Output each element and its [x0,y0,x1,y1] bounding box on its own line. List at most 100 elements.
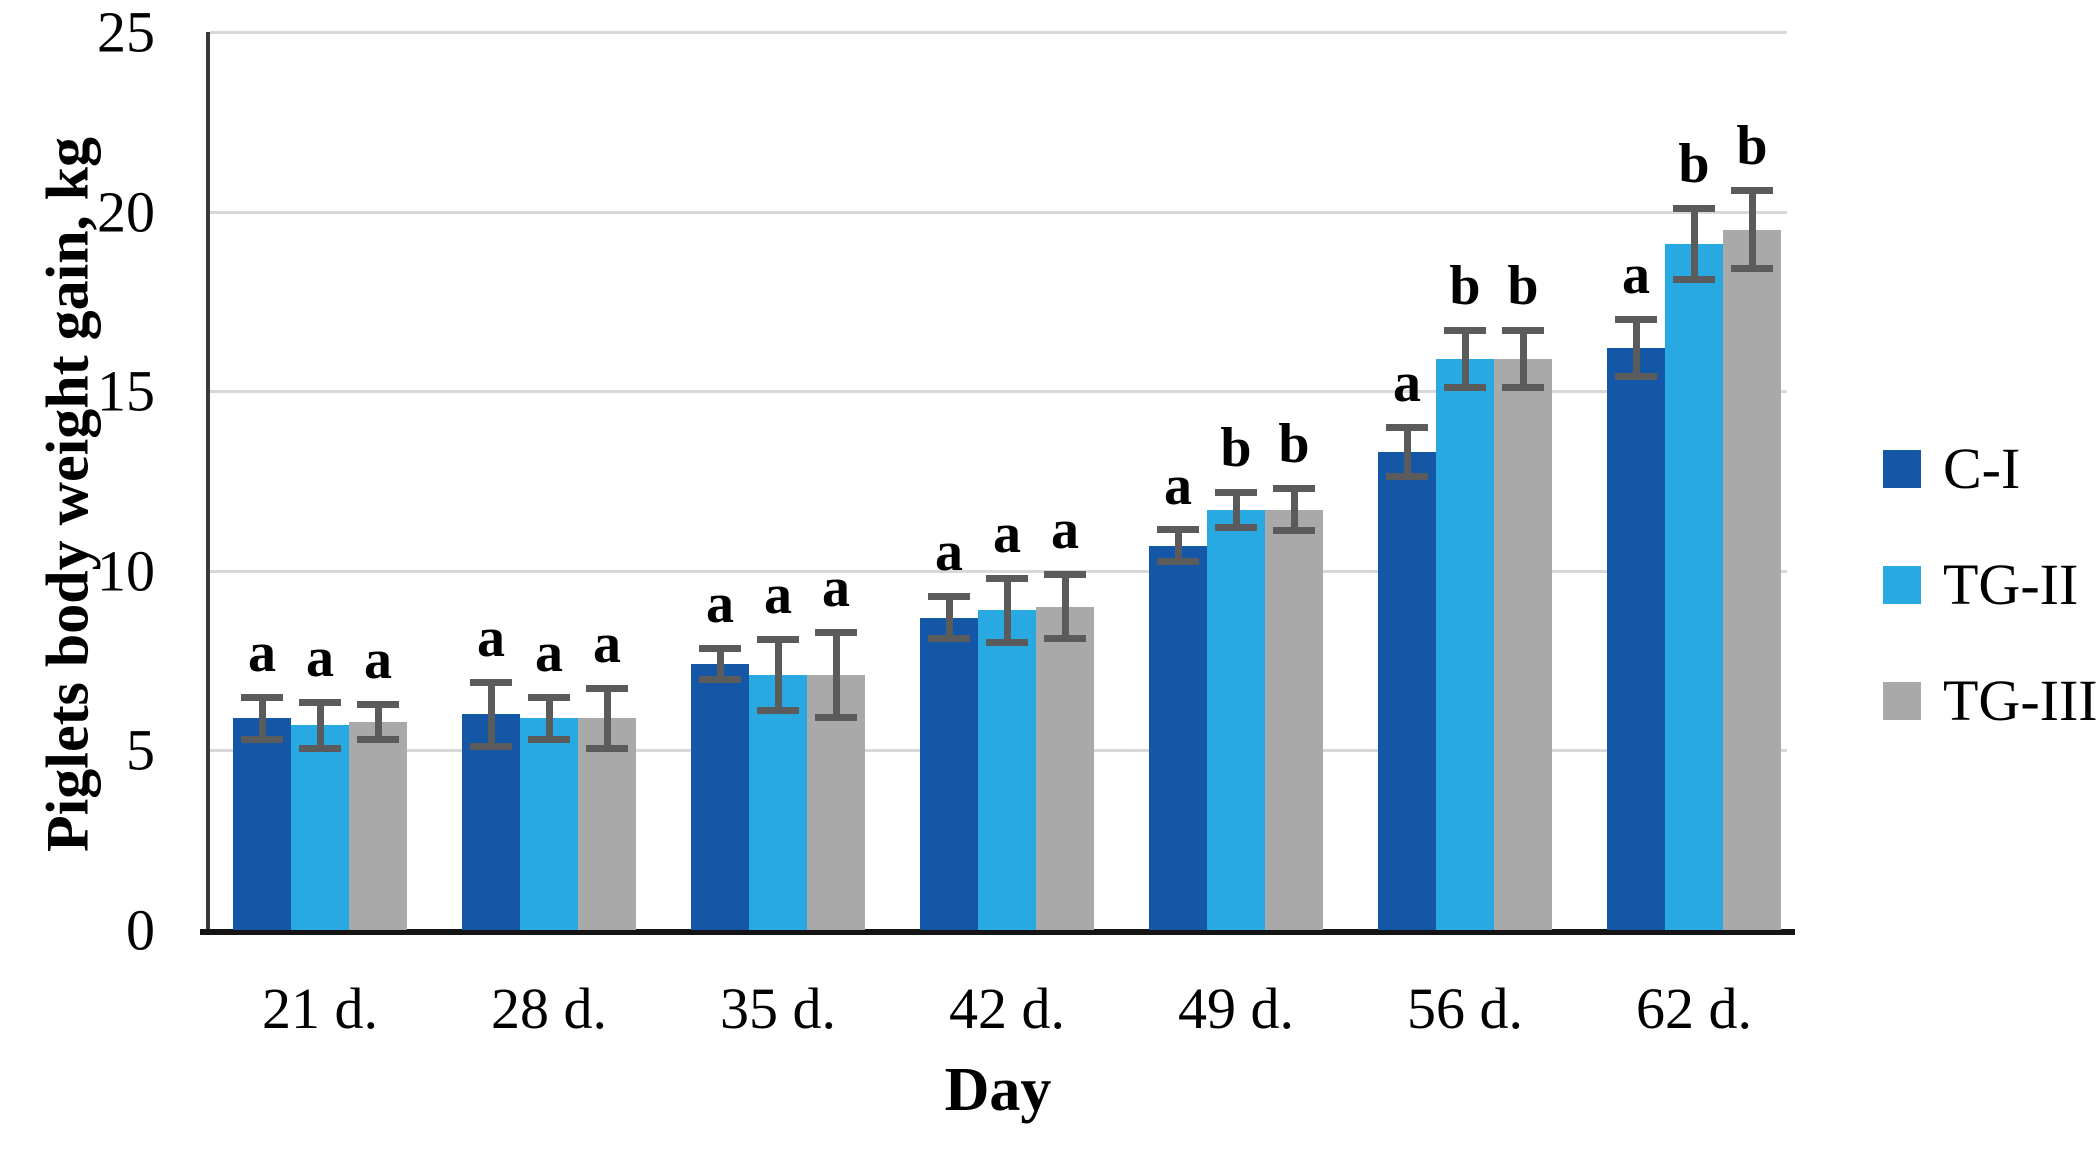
error-bar [258,696,266,740]
error-bar [1003,577,1011,643]
error-bar-cap-top [1386,424,1428,432]
error-bar [1061,574,1069,640]
error-bar-cap-bottom [815,714,857,722]
bar-TG-II-35 d. [749,674,807,930]
error-bar-cap-top [815,628,857,636]
significance-letter: a [535,621,563,684]
error-bar-cap-top [586,684,628,692]
error-bar-cap-bottom [357,735,399,743]
legend-entry-C-I: C-I [1883,436,2098,501]
error-bar [374,703,382,740]
error-bar-cap-top [928,592,970,600]
significance-letter: a [1164,454,1192,517]
x-axis-line [200,929,1795,935]
error-bar-cap-top [1731,187,1773,195]
error-bar-cap-top [1157,526,1199,534]
significance-letter: a [935,520,963,583]
error-bar [487,682,495,747]
bar-TG-III-62 d. [1723,229,1781,930]
significance-letter: a [993,502,1021,565]
legend-label: TG-III [1943,668,2098,733]
error-bar-cap-top [1044,571,1086,579]
legend-swatch-TG-III [1883,682,1921,720]
legend-entry-TG-III: TG-III [1883,668,2098,733]
significance-letter: a [248,621,276,684]
error-bar [716,648,724,681]
significance-letter: a [764,564,792,627]
error-bar [1690,208,1698,280]
x-tick-label: 62 d. [1636,976,1752,1041]
error-bar-cap-top [241,693,283,701]
error-bar-cap-top [986,574,1028,582]
error-bar [1748,190,1756,270]
error-bar-cap-top [757,636,799,644]
error-bar [316,701,324,749]
significance-letter: a [1393,352,1421,415]
error-bar-cap-bottom [528,735,570,743]
error-bar-cap-bottom [1273,527,1315,535]
error-bar [1232,491,1240,528]
y-axis-line [206,32,210,935]
error-bar [832,631,840,719]
gridline-25 [210,31,1787,34]
gridline-15 [210,390,1787,394]
bar-C-I-42 d. [920,617,978,930]
error-bar-cap-top [1444,327,1486,335]
x-tick-label: 49 d. [1178,976,1294,1041]
error-bar [1174,529,1182,562]
x-axis-title: Day [944,1056,1052,1124]
legend-entry-TG-II: TG-II [1883,556,2098,614]
error-bar-cap-top [699,645,741,653]
bar-C-I-49 d. [1149,545,1207,930]
significance-letter: b [1736,115,1768,178]
bar-TG-II-56 d. [1436,358,1494,930]
error-bar-cap-bottom [586,744,628,752]
significance-letter: a [364,628,392,691]
error-bar-cap-bottom [928,635,970,643]
y-tick-label-20: 20 [97,179,155,245]
error-bar-cap-top [1615,316,1657,324]
error-bar [545,696,553,740]
y-tick-label-5: 5 [126,717,155,783]
error-bar-cap-bottom [1444,383,1486,391]
bar-C-I-21 d. [233,718,291,930]
error-bar [603,687,611,749]
bar-C-I-62 d. [1607,348,1665,930]
significance-letter: b [1278,413,1310,476]
significance-letter: a [1051,499,1079,562]
gridline-10 [210,569,1787,573]
significance-letter: a [593,612,621,675]
error-bar-cap-top [1673,205,1715,212]
bar-TG-II-62 d. [1665,243,1723,930]
significance-letter: a [477,607,505,670]
bar-TG-III-28 d. [578,718,636,930]
legend-swatch-TG-II [1883,566,1921,604]
error-bar-cap-bottom [986,638,1028,646]
significance-letter: b [1678,133,1710,196]
y-tick-label-25: 25 [97,0,155,65]
bar-TG-II-28 d. [520,718,578,930]
error-bar-cap-bottom [1673,275,1715,283]
significance-letter: b [1449,255,1481,318]
error-bar-cap-bottom [1044,635,1086,643]
legend-label: C-I [1943,436,2021,501]
bar-TG-III-56 d. [1494,358,1552,930]
error-bar-cap-bottom [1502,383,1544,391]
error-bar-cap-bottom [1615,372,1657,380]
y-tick-label-15: 15 [97,358,155,424]
significance-letter: b [1507,255,1539,318]
error-bar-cap-bottom [1215,523,1257,531]
bar-TG-II-42 d. [978,610,1036,930]
legend-swatch-C-I [1883,450,1921,488]
x-tick-label: 35 d. [720,976,836,1041]
x-tick-label: 21 d. [262,976,378,1041]
error-bar-cap-top [528,693,570,701]
error-bar-cap-top [1273,485,1315,493]
y-tick-label-10: 10 [97,538,155,604]
error-bar-cap-top [1215,488,1257,496]
bar-TG-II-49 d. [1207,509,1265,930]
error-bar-cap-bottom [470,742,512,750]
significance-letter: b [1220,416,1252,479]
error-bar-cap-bottom [241,735,283,743]
